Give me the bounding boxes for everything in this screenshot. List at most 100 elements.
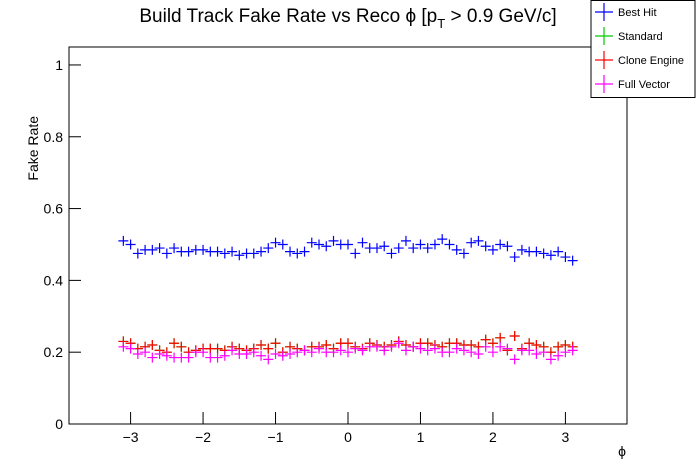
data-point	[343, 338, 353, 349]
data-point	[183, 246, 194, 257]
data-point	[256, 246, 267, 257]
data-point	[422, 345, 433, 356]
data-point	[147, 352, 158, 363]
title-part: Build Track Fake Rate vs Reco ϕ [p	[139, 6, 437, 27]
data-point	[495, 341, 506, 352]
data-point	[495, 332, 506, 343]
data-point	[502, 343, 513, 354]
data-point	[357, 237, 368, 248]
data-point	[553, 341, 564, 352]
legend-marker	[595, 3, 613, 21]
y-tick-label: 0	[55, 416, 63, 432]
data-point	[386, 248, 397, 259]
data-point	[422, 243, 433, 254]
data-point	[132, 348, 143, 359]
data-point	[169, 243, 180, 254]
data-point	[256, 340, 267, 351]
data-point	[343, 239, 353, 250]
data-point	[277, 350, 288, 361]
x-tick-label: 0	[344, 429, 352, 445]
data-point	[343, 347, 353, 358]
data-point	[292, 248, 303, 259]
data-point	[415, 239, 426, 250]
legend-marker	[595, 27, 613, 45]
data-point	[538, 347, 549, 358]
title-part: > 0.9 GeV/c]	[445, 6, 556, 27]
data-point	[183, 352, 194, 363]
data-point	[328, 347, 339, 358]
y-tick-label: 0.4	[44, 272, 64, 288]
data-point	[379, 345, 390, 356]
data-point	[241, 348, 252, 359]
data-point	[371, 341, 382, 352]
data-point	[560, 252, 571, 263]
legend-marker	[595, 51, 613, 69]
legend-label: Clone Engine	[618, 55, 684, 67]
data-point	[408, 341, 419, 352]
data-point	[299, 345, 310, 356]
data-point	[379, 241, 390, 252]
data-point	[321, 241, 332, 252]
y-tick-label: 0.8	[44, 129, 64, 145]
data-point	[560, 347, 571, 358]
y-axis-label: Fake Rate	[25, 116, 41, 181]
data-point	[335, 345, 346, 356]
x-tick-label: −1	[268, 429, 284, 445]
data-point	[161, 350, 172, 361]
data-point	[357, 345, 368, 356]
data-point	[524, 345, 535, 356]
data-point	[219, 248, 230, 259]
data-point	[285, 348, 296, 359]
data-point	[328, 235, 339, 246]
data-point	[125, 239, 136, 250]
data-point	[480, 241, 491, 252]
data-point	[553, 246, 564, 257]
legend: Best Hit Standard Clone Engine Full Vector	[590, 0, 696, 98]
data-point	[458, 248, 469, 259]
data-point	[147, 340, 158, 351]
data-point	[509, 252, 520, 263]
data-point	[487, 338, 498, 349]
data-point	[198, 244, 209, 255]
data-point	[451, 244, 462, 255]
data-point	[531, 246, 542, 257]
data-point	[502, 241, 513, 252]
data-point	[553, 350, 564, 361]
x-tick-label: 3	[562, 429, 570, 445]
data-point	[176, 341, 187, 352]
data-point	[350, 343, 361, 354]
data-point	[132, 248, 143, 259]
legend-label: Full Vector	[618, 79, 670, 91]
data-point	[306, 237, 317, 248]
data-point	[567, 255, 578, 266]
data-point	[118, 341, 129, 352]
data-point	[545, 250, 556, 261]
data-point	[234, 250, 245, 261]
data-point	[263, 243, 274, 254]
data-point	[154, 348, 165, 359]
data-point	[473, 348, 484, 359]
legend-marker	[595, 75, 613, 93]
data-point	[451, 343, 462, 354]
data-point	[386, 341, 397, 352]
data-point	[227, 345, 238, 356]
data-point	[147, 244, 158, 255]
data-point	[429, 343, 440, 354]
data-point	[292, 347, 303, 358]
data-point	[248, 347, 259, 358]
data-point	[161, 248, 172, 259]
data-point	[516, 244, 527, 255]
data-point	[270, 348, 281, 359]
data-point	[400, 345, 411, 356]
data-point	[314, 239, 325, 250]
data-point	[458, 345, 469, 356]
data-point	[270, 237, 281, 248]
data-point	[248, 248, 259, 259]
data-point	[466, 237, 477, 248]
data-point	[140, 347, 151, 358]
data-point	[509, 354, 520, 365]
data-point	[314, 343, 325, 354]
data-point	[567, 345, 578, 356]
